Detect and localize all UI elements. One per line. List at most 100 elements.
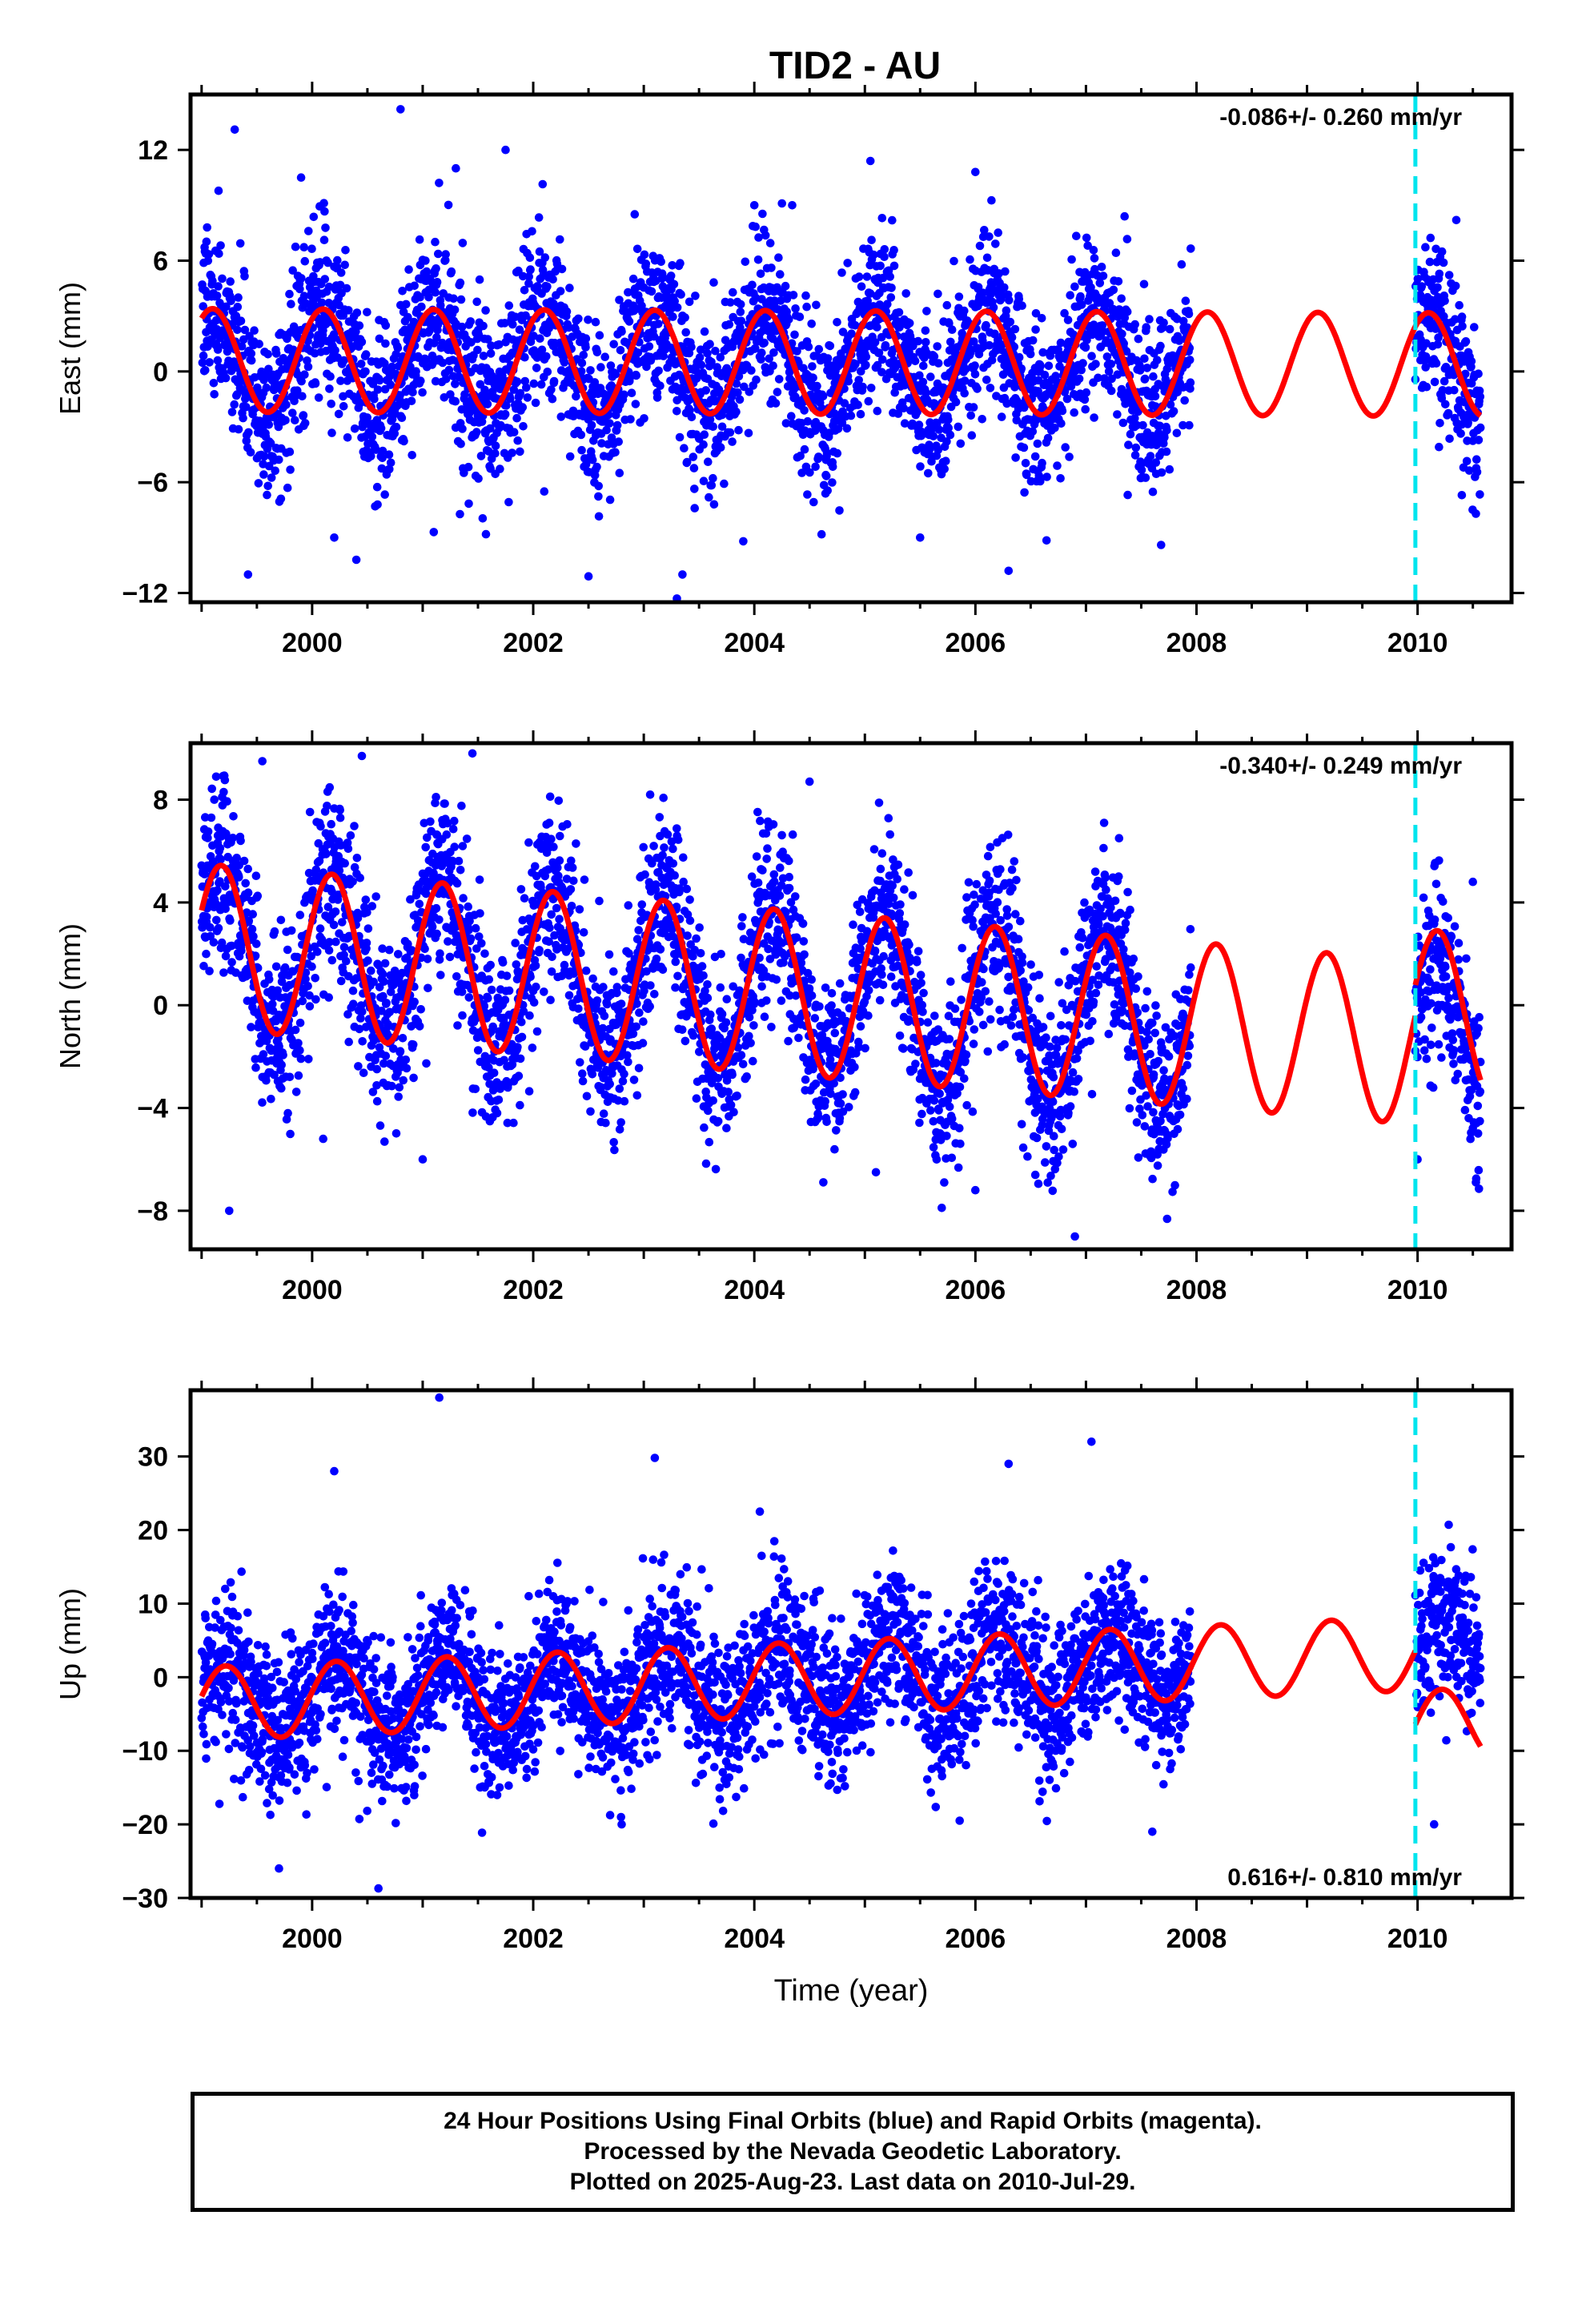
north-point <box>280 963 290 972</box>
east-point <box>1030 452 1040 461</box>
north-point <box>568 863 577 872</box>
north-point <box>276 915 286 925</box>
east-point <box>713 363 721 372</box>
east-point <box>532 364 541 372</box>
east-point <box>520 286 529 295</box>
north-point <box>524 1087 534 1096</box>
east-point <box>285 447 295 456</box>
east-point <box>720 479 729 489</box>
east-point <box>321 223 330 232</box>
north-point <box>303 982 312 991</box>
east-point <box>769 361 777 371</box>
east-point <box>1050 423 1059 432</box>
east-point <box>535 247 544 256</box>
north-point <box>277 1060 287 1070</box>
north-point <box>516 1054 525 1063</box>
north-point <box>380 959 390 968</box>
north-point <box>399 1076 408 1085</box>
north-point <box>452 972 461 981</box>
east-point <box>431 287 440 297</box>
east-point <box>921 338 930 347</box>
east-point <box>581 460 591 469</box>
east-point <box>1091 360 1100 368</box>
east-point <box>475 275 484 284</box>
north-point <box>316 822 325 831</box>
east-point <box>982 376 991 384</box>
east-point <box>368 380 378 388</box>
east-point <box>1172 428 1182 438</box>
east-point <box>441 250 450 259</box>
east-point <box>1450 385 1459 395</box>
east-point <box>297 274 306 283</box>
east-point <box>528 227 536 236</box>
east-point <box>624 317 634 326</box>
north-point <box>294 1071 303 1080</box>
east-point <box>966 255 974 264</box>
east-point <box>1132 420 1142 430</box>
east-point <box>885 272 894 281</box>
north-point <box>494 1096 504 1104</box>
east-point <box>352 308 362 317</box>
east-point <box>1156 341 1165 351</box>
east-point <box>404 312 412 322</box>
north-point <box>285 1072 295 1082</box>
east-plot-area <box>198 105 1485 602</box>
east-point <box>1413 274 1423 283</box>
east-point <box>690 485 699 493</box>
east-point <box>728 437 737 446</box>
north-point <box>629 1076 639 1084</box>
north-point <box>579 928 588 937</box>
east-point <box>751 344 760 353</box>
north-point <box>221 951 231 961</box>
north-point <box>415 899 424 909</box>
east-point <box>339 356 348 365</box>
east-point <box>592 462 601 472</box>
east-point <box>1435 419 1444 428</box>
east-point <box>574 314 583 324</box>
east-point <box>975 241 985 251</box>
east-point <box>669 279 679 289</box>
north-point <box>605 1080 614 1088</box>
east-point <box>934 289 942 299</box>
east-point <box>951 397 961 407</box>
east-point <box>788 200 797 210</box>
east-point <box>1111 248 1121 258</box>
east-point <box>888 215 897 225</box>
east-point <box>300 370 309 380</box>
east-point <box>807 320 816 328</box>
east-point <box>1065 452 1074 461</box>
east-point <box>628 274 638 283</box>
east-point <box>326 372 335 381</box>
east-point <box>811 462 820 472</box>
north-point <box>340 858 350 868</box>
east-point <box>753 255 763 264</box>
north-point <box>313 947 322 956</box>
east-point <box>930 352 939 361</box>
east-point <box>602 425 611 435</box>
east-point <box>814 344 824 354</box>
east-point <box>616 346 625 355</box>
east-point <box>325 384 334 393</box>
east-point <box>281 416 290 424</box>
east-x-tick-label: 2002 <box>503 628 564 658</box>
east-point <box>690 504 699 513</box>
east-point <box>612 420 622 430</box>
north-point <box>348 877 357 887</box>
north-point <box>545 792 555 802</box>
east-point <box>800 444 809 454</box>
east-point <box>1070 408 1078 417</box>
east-point <box>1022 470 1031 480</box>
east-point <box>1145 315 1154 324</box>
east-point <box>524 272 533 281</box>
north-point <box>426 817 435 826</box>
east-point <box>942 456 950 465</box>
east-point <box>529 379 539 388</box>
east-point <box>472 428 481 436</box>
east-point <box>246 448 255 457</box>
east-point <box>1134 334 1143 344</box>
east-point <box>1036 476 1045 486</box>
north-point <box>325 782 335 792</box>
east-point <box>1155 421 1164 431</box>
east-outlier-point <box>243 570 253 579</box>
east-point <box>813 381 821 391</box>
